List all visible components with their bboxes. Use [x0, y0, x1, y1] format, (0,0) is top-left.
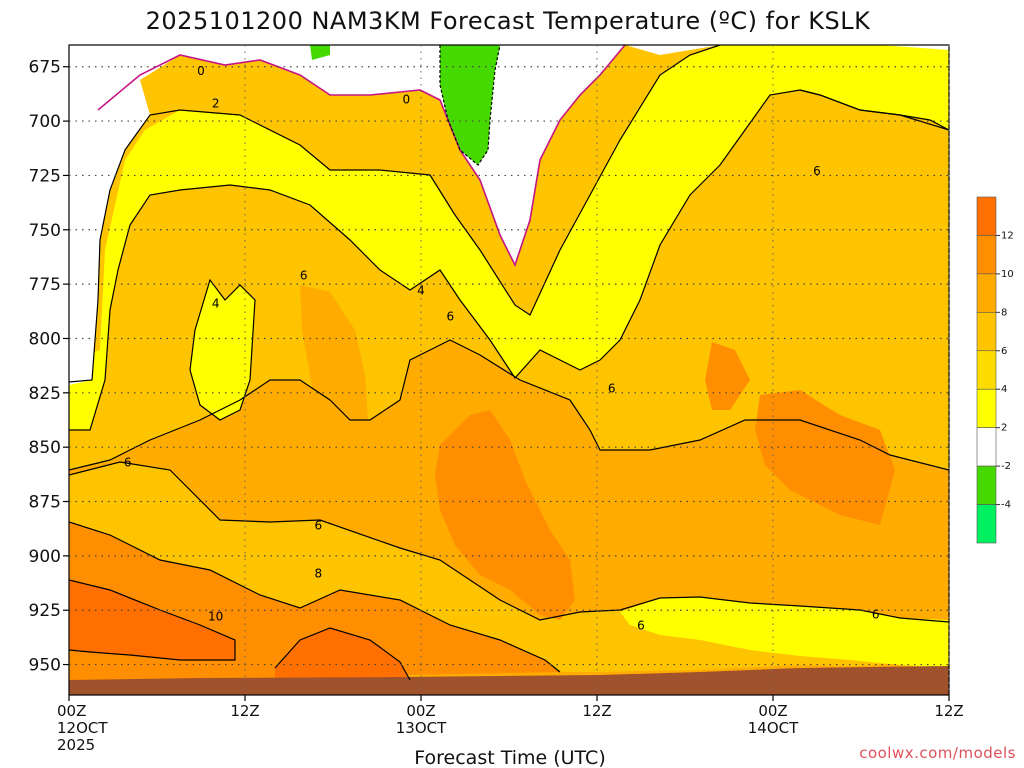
contour-label: 2 — [212, 97, 220, 111]
y-tick-label: 750 — [29, 221, 61, 241]
band-below-0 — [440, 45, 500, 165]
colorbar-swatch — [976, 312, 997, 352]
colorbar-swatch — [976, 196, 997, 236]
y-tick-label: 825 — [29, 384, 61, 404]
contour-6c-lower — [69, 461, 949, 623]
colorbar-swatch — [976, 427, 997, 467]
colorbar-label: 12 — [1001, 230, 1014, 241]
x-tick-label: 12Z — [582, 702, 611, 720]
x-axis-title: Forecast Time (UTC) — [414, 747, 605, 768]
x-tick-label: 00Z — [57, 702, 86, 720]
colorbar-label: -4 — [1001, 500, 1011, 511]
contour-10c — [69, 579, 236, 661]
y-tick-label: 925 — [29, 601, 61, 621]
gridlines — [69, 45, 950, 695]
y-tick-label: 800 — [29, 329, 61, 349]
contour-6c-upper — [69, 339, 949, 471]
contour-label: 6 — [608, 381, 616, 395]
colorbar-label: 6 — [1001, 346, 1007, 357]
contour-8c — [69, 521, 561, 673]
contour-label: 0 — [197, 64, 205, 78]
band-below-0-small — [310, 45, 330, 60]
x-tick-label: 13OCT — [396, 719, 447, 737]
y-tick-label: 850 — [29, 438, 61, 458]
terrain-ground — [69, 666, 949, 695]
x-tick-label: 12OCT — [57, 719, 108, 737]
contour-label: 6 — [300, 268, 308, 282]
colorbar: 12 10 8 6 4 2 -2 -4 — [976, 196, 1014, 544]
y-tick-label: 775 — [29, 275, 61, 295]
band-10-12-core-a — [69, 580, 235, 660]
band-10-12-core-b — [275, 628, 410, 680]
credit-text: coolwx.com/models — [859, 744, 1016, 762]
x-tick-label: 00Z — [758, 702, 787, 720]
contour-label: 8 — [315, 566, 323, 580]
colorbar-swatch — [976, 388, 997, 428]
band-6-8-cell-b — [435, 410, 575, 620]
band-6-8-cell-a — [300, 285, 368, 505]
contour-0c — [97, 45, 626, 268]
colorbar-label: 4 — [1001, 384, 1007, 395]
contour-green-dashed — [439, 45, 501, 166]
y-tick-label: 950 — [29, 656, 61, 676]
colorbar-swatch — [976, 350, 997, 390]
band-0-2 — [69, 45, 949, 320]
colorbar-label: 2 — [1001, 423, 1007, 434]
contour-lines — [69, 45, 949, 681]
contour-label: 4 — [417, 284, 425, 298]
contour-4c-upper — [69, 89, 949, 431]
band-6-8-cell-d — [755, 390, 895, 525]
y-tick-label: 675 — [29, 58, 61, 78]
colorbar-label: 10 — [1001, 269, 1014, 280]
x-tick-label: 00Z — [406, 702, 435, 720]
contour-labels: 0 0 2 4 4 6 6 6 6 6 6 6 6 8 10 — [124, 64, 880, 632]
filled-temperature-bands — [69, 45, 949, 695]
x-tick-label: 12Z — [934, 702, 963, 720]
y-axis-pressure: 675 700 725 750 775 800 825 850 875 900 925 950 — [29, 58, 69, 676]
x-tick-label: 14OCT — [748, 719, 799, 737]
colorbar-swatch — [976, 235, 997, 275]
y-tick-label: 725 — [29, 166, 61, 186]
colorbar-swatch — [976, 273, 997, 313]
colorbar-swatch — [976, 465, 997, 505]
contour-label: 6 — [872, 608, 880, 622]
y-tick-label: 700 — [29, 112, 61, 132]
band-2-4 — [69, 45, 949, 430]
contour-label: 6 — [447, 310, 455, 324]
contour-4c-pocket — [189, 278, 256, 421]
contour-label: 6 — [124, 455, 132, 469]
contour-label: 0 — [403, 92, 411, 106]
contour-label: 6 — [637, 618, 645, 632]
contour-label: 10 — [208, 610, 223, 624]
y-tick-label: 900 — [29, 547, 61, 567]
colorbar-label: -2 — [1001, 461, 1011, 472]
band-2-4-pocket — [190, 280, 255, 420]
band-0-2-lower — [69, 45, 150, 385]
contour-label: 6 — [315, 518, 323, 532]
colorbar-label: 8 — [1001, 307, 1007, 318]
band-2-4-lower — [620, 597, 949, 668]
chart-title: 2025101200 NAM3KM Forecast Temperature (… — [146, 7, 871, 35]
y-tick-label: 875 — [29, 493, 61, 513]
x-tick-label: 12Z — [230, 702, 259, 720]
contour-label: 6 — [813, 164, 821, 178]
colorbar-swatch — [976, 504, 997, 544]
contour-label: 4 — [212, 297, 220, 311]
x-tick-label: 2025 — [57, 736, 95, 754]
